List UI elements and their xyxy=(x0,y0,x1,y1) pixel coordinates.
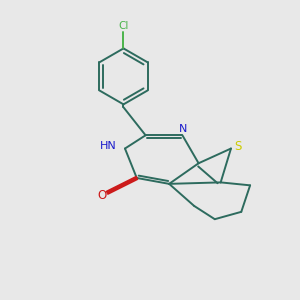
Text: S: S xyxy=(235,140,242,153)
Text: O: O xyxy=(98,188,106,202)
Text: N: N xyxy=(179,124,187,134)
Text: HN: HN xyxy=(99,141,116,151)
Text: Cl: Cl xyxy=(118,21,129,31)
